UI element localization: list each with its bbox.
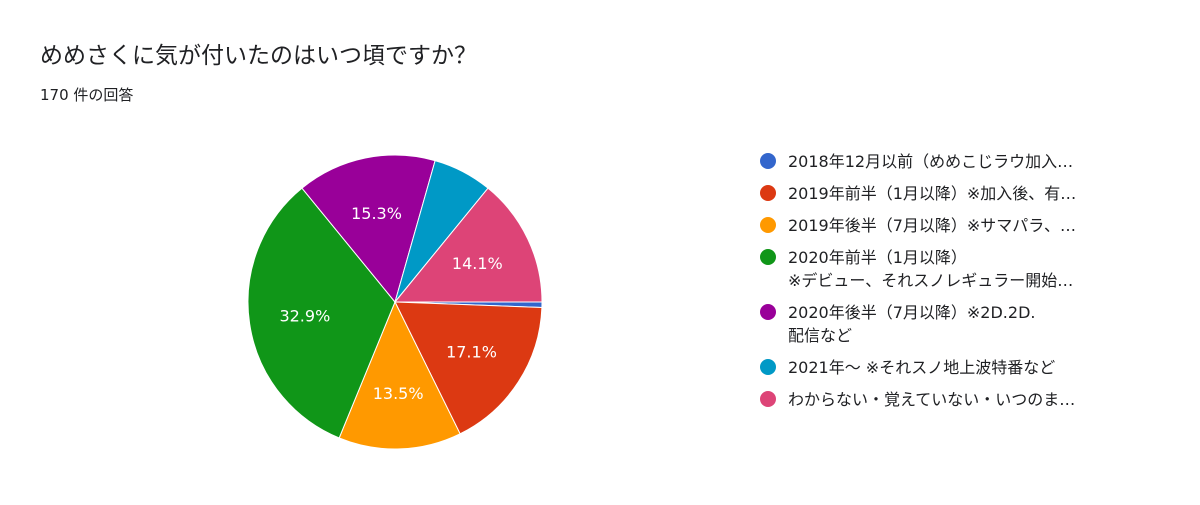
slice-label-4: 15.3% xyxy=(351,204,402,223)
response-count: 170 件の回答 xyxy=(40,86,134,104)
slice-label-2: 13.5% xyxy=(373,384,424,403)
legend-label: 2021年〜 ※それスノ地上波特番など xyxy=(788,358,1056,377)
legend-item-6[interactable]: わからない・覚えていない・いつのま… xyxy=(760,388,1160,411)
legend-swatch-icon xyxy=(760,359,776,375)
legend-swatch-icon xyxy=(760,249,776,265)
legend-item-5[interactable]: 2021年〜 ※それスノ地上波特番など xyxy=(760,356,1160,379)
legend-label: 2019年後半（7月以降）※サマパラ、… xyxy=(788,216,1076,235)
legend-item-0[interactable]: 2018年12月以前（めめこじラウ加入… xyxy=(760,150,1160,173)
pie-slice-6[interactable] xyxy=(393,187,543,303)
legend-swatch-icon xyxy=(760,153,776,169)
legend-swatch-icon xyxy=(760,304,776,320)
pie-slice-2[interactable] xyxy=(338,300,461,450)
legend-label: 2018年12月以前（めめこじラウ加入… xyxy=(788,152,1074,171)
legend-swatch-icon xyxy=(760,391,776,407)
legend-label: 2020年前半（1月以降） ※デビュー、それスノレギュラー開始… xyxy=(788,248,1074,290)
slice-label-3: 32.9% xyxy=(279,306,330,325)
legend-item-3[interactable]: 2020年前半（1月以降） ※デビュー、それスノレギュラー開始… xyxy=(760,246,1160,292)
legend-label: 2020年後半（7月以降）※2D.2D. 配信など xyxy=(788,303,1036,345)
legend-label: わからない・覚えていない・いつのま… xyxy=(788,390,1076,409)
legend-label: 2019年前半（1月以降）※加入後、有… xyxy=(788,184,1077,203)
legend-swatch-icon xyxy=(760,185,776,201)
pie-slice-1[interactable] xyxy=(394,301,543,435)
pie-slice-4[interactable] xyxy=(301,154,436,304)
slice-label-6: 14.1% xyxy=(452,254,503,273)
legend-item-2[interactable]: 2019年後半（7月以降）※サマパラ、… xyxy=(760,214,1160,237)
legend-swatch-icon xyxy=(760,217,776,233)
pie-slice-3[interactable] xyxy=(247,187,396,439)
slice-label-1: 17.1% xyxy=(446,343,497,362)
chart-title: めめさくに気が付いたのはいつ頃ですか？ xyxy=(40,43,477,69)
chart-legend: 2018年12月以前（めめこじラウ加入… 2019年前半（1月以降）※加入後、有…… xyxy=(760,150,1160,420)
legend-item-4[interactable]: 2020年後半（7月以降）※2D.2D. 配信など xyxy=(760,301,1160,347)
legend-item-1[interactable]: 2019年前半（1月以降）※加入後、有… xyxy=(760,182,1160,205)
